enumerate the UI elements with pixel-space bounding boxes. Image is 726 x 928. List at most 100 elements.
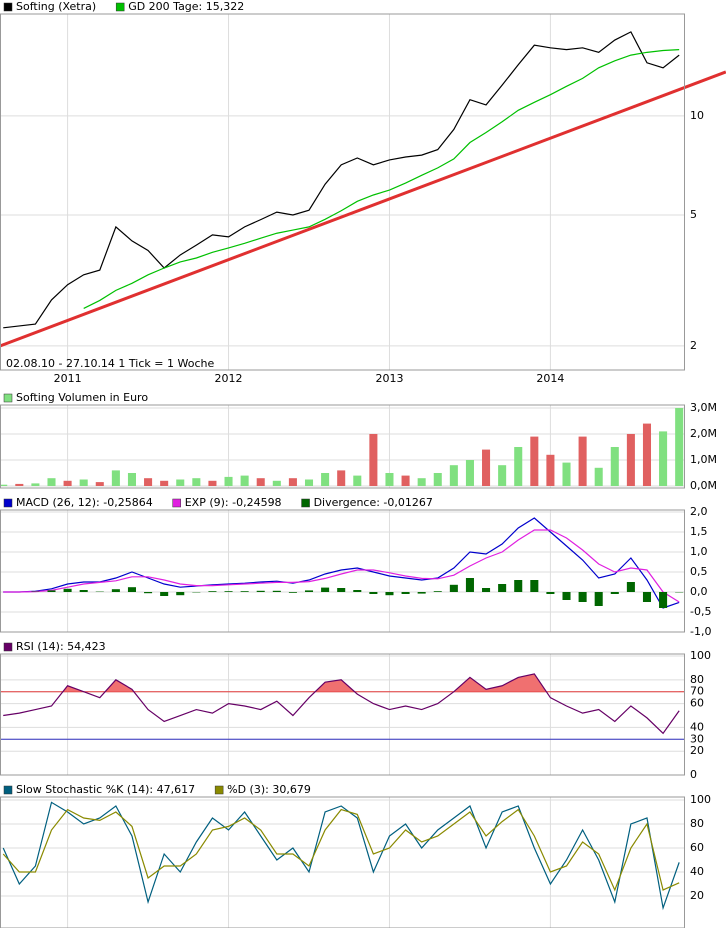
bar bbox=[562, 462, 571, 486]
bar bbox=[256, 590, 265, 592]
bar bbox=[369, 592, 378, 594]
legend-label: Softing (Xetra) bbox=[16, 0, 96, 13]
bar bbox=[95, 482, 104, 486]
bar bbox=[208, 480, 217, 486]
trend-line bbox=[0, 70, 726, 348]
bar bbox=[594, 592, 603, 606]
bar bbox=[288, 592, 297, 593]
bar bbox=[514, 446, 523, 486]
bar bbox=[224, 476, 233, 486]
y-tick-label: 3,0M bbox=[690, 401, 717, 414]
x-tick-label: 2011 bbox=[54, 372, 82, 385]
series-line bbox=[3, 529, 680, 603]
bar bbox=[111, 470, 120, 486]
bar bbox=[256, 478, 265, 486]
bar bbox=[385, 472, 394, 486]
panel-frame bbox=[0, 653, 685, 776]
bar bbox=[659, 592, 668, 608]
legend-swatch bbox=[3, 498, 13, 508]
y-tick-label: 5 bbox=[690, 208, 697, 221]
y-tick-label: 2,0M bbox=[690, 427, 717, 440]
bar bbox=[144, 592, 153, 594]
legend-label: %D (3): 30,679 bbox=[227, 783, 311, 796]
series-line bbox=[2, 808, 680, 892]
legend-swatch bbox=[3, 2, 13, 12]
series-line bbox=[83, 49, 680, 309]
panel-frame bbox=[0, 13, 685, 371]
y-tick-label: 0 bbox=[690, 768, 697, 781]
bar bbox=[304, 590, 314, 592]
bar bbox=[353, 475, 362, 486]
bar bbox=[449, 465, 458, 486]
legend-label: Slow Stochastic %K (14): 47,617 bbox=[16, 783, 195, 796]
bar bbox=[610, 592, 619, 594]
bar bbox=[433, 591, 442, 592]
legend-swatch bbox=[3, 393, 13, 403]
y-tick-label: 60 bbox=[690, 697, 704, 710]
y-tick-label: 40 bbox=[690, 865, 704, 878]
bar bbox=[659, 431, 668, 486]
bar bbox=[144, 478, 153, 486]
plot-area bbox=[3, 673, 680, 735]
series-line bbox=[3, 673, 680, 735]
plot-area bbox=[3, 517, 684, 609]
y-tick-label: 40 bbox=[690, 720, 704, 733]
bar bbox=[176, 479, 185, 486]
y-tick-label: 70 bbox=[690, 685, 704, 698]
y-tick-label: 100 bbox=[690, 649, 711, 662]
y-tick-label: -1,0 bbox=[690, 625, 711, 638]
bar bbox=[176, 592, 185, 596]
series-line bbox=[2, 801, 680, 911]
legend-swatch bbox=[172, 498, 181, 508]
bar bbox=[127, 587, 136, 592]
bar bbox=[578, 436, 587, 486]
legend-swatch bbox=[214, 785, 224, 795]
bar bbox=[337, 470, 346, 486]
subtitle: 02.08.10 - 27.10.14 1 Tick = 1 Woche bbox=[6, 357, 214, 370]
bar bbox=[626, 433, 635, 486]
bar bbox=[272, 590, 281, 592]
bar bbox=[79, 479, 88, 486]
bar bbox=[208, 591, 217, 592]
bar bbox=[675, 407, 684, 486]
bar bbox=[127, 472, 136, 486]
y-tick-label: 80 bbox=[690, 817, 704, 830]
bar bbox=[626, 582, 635, 592]
bar bbox=[337, 588, 346, 592]
legend-label: EXP (9): -0,24598 bbox=[185, 496, 282, 509]
bar bbox=[79, 590, 88, 592]
bar bbox=[642, 423, 652, 486]
bar bbox=[498, 584, 507, 592]
x-tick-label: 2012 bbox=[215, 372, 243, 385]
panel-frame bbox=[0, 509, 685, 633]
y-tick-label: 2,0 bbox=[690, 505, 708, 518]
bar bbox=[578, 592, 587, 602]
bar bbox=[417, 592, 426, 594]
bar bbox=[594, 467, 603, 486]
bar bbox=[401, 475, 410, 486]
legend-label: MACD (26, 12): -0,25864 bbox=[16, 496, 153, 509]
series-line bbox=[3, 517, 680, 609]
bar bbox=[15, 483, 24, 486]
bar bbox=[401, 592, 410, 594]
panel-frame bbox=[0, 796, 685, 928]
bar bbox=[530, 580, 539, 592]
y-tick-label: 20 bbox=[690, 744, 704, 757]
bar bbox=[610, 446, 619, 486]
y-tick-label: 60 bbox=[690, 841, 704, 854]
legend-label: RSI (14): 54,423 bbox=[16, 640, 106, 653]
bar bbox=[498, 465, 507, 486]
bar bbox=[240, 591, 249, 592]
legend-swatch bbox=[115, 2, 125, 12]
bar bbox=[546, 592, 555, 594]
x-tick-label: 2013 bbox=[375, 372, 403, 385]
bar bbox=[546, 454, 555, 486]
x-tick-label: 2014 bbox=[536, 372, 564, 385]
bar bbox=[63, 480, 72, 486]
bar bbox=[272, 480, 281, 486]
legend-swatch bbox=[3, 642, 13, 652]
legend-label: GD 200 Tage: 15,322 bbox=[128, 0, 244, 13]
bar bbox=[240, 475, 249, 486]
bar bbox=[160, 480, 169, 486]
